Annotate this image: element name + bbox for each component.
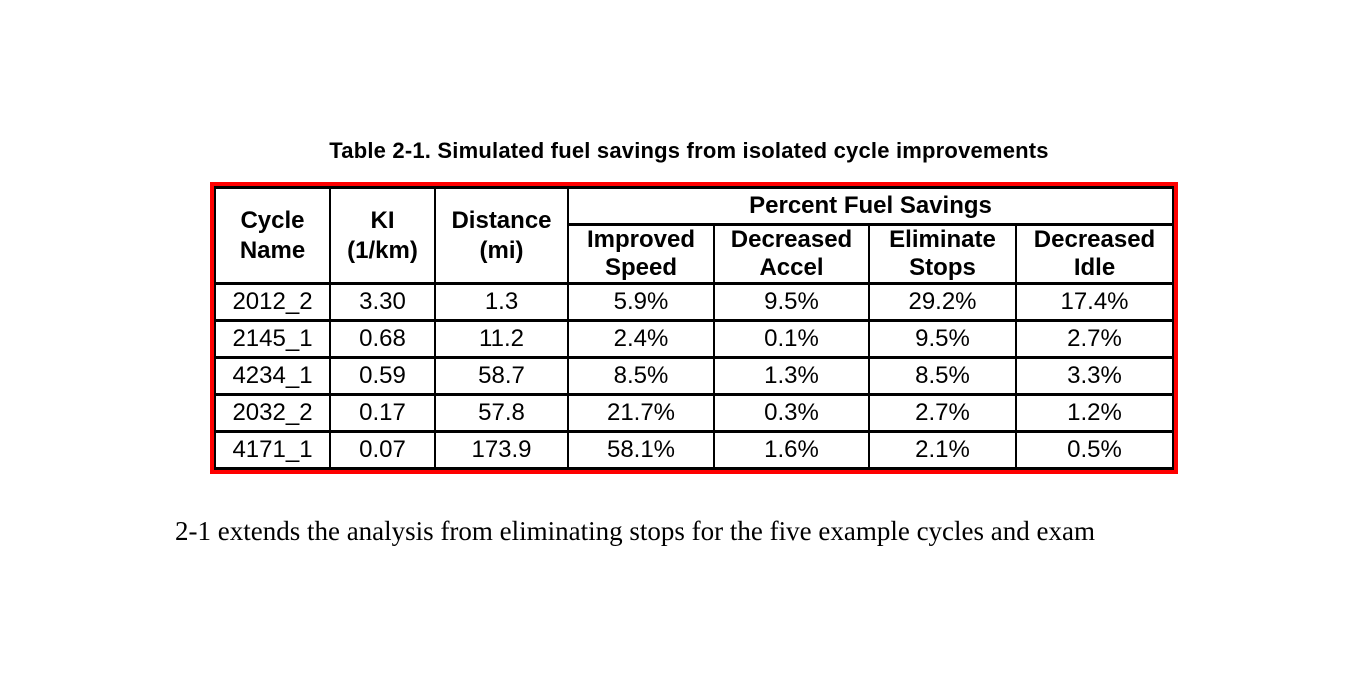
cell-eliminate-stops: 8.5%	[868, 356, 1017, 396]
table-row: 2012_2 3.30 1.3 5.9% 9.5% 29.2% 17.4%	[214, 282, 1175, 322]
table-caption: Table 2-1. Simulated fuel savings from i…	[329, 138, 1049, 163]
cell-cycle-name: 4171_1	[214, 430, 331, 470]
col-header-improved-speed: Improved Speed	[567, 223, 715, 285]
body-paragraph-text: 2-1 extends the analysis from eliminatin…	[175, 516, 1095, 546]
col-header-cycle-name: Cycle Name	[214, 186, 331, 285]
cell-distance: 1.3	[434, 282, 569, 322]
table-row: 2032_2 0.17 57.8 21.7% 0.3% 2.7% 1.2%	[214, 393, 1175, 433]
cell-eliminate-stops: 9.5%	[868, 319, 1017, 359]
col-header-decreased-idle: Decreased Idle	[1014, 223, 1175, 285]
cell-decreased-accel: 1.3%	[713, 356, 870, 396]
table-row: 4171_1 0.07 173.9 58.1% 1.6% 2.1% 0.5%	[214, 430, 1175, 470]
cell-improved-speed: 21.7%	[567, 393, 715, 433]
header-row-sub: Improved Speed Decreased Accel Eliminate…	[215, 223, 1175, 285]
cell-decreased-idle: 3.3%	[1014, 356, 1175, 396]
table-row: 4234_1 0.59 58.7 8.5% 1.3% 8.5% 3.3%	[214, 356, 1175, 396]
cell-decreased-idle: 2.7%	[1014, 319, 1175, 359]
col-header-distance: Distance (mi)	[434, 186, 569, 285]
cell-cycle-name: 2012_2	[214, 282, 331, 322]
cell-ki: 0.68	[329, 319, 436, 359]
cell-cycle-name: 4234_1	[214, 356, 331, 396]
col-header-eliminate-stops: Eliminate Stops	[868, 223, 1017, 285]
cell-ki: 3.30	[329, 282, 436, 322]
cell-eliminate-stops: 2.1%	[868, 430, 1017, 470]
col-header-ki: KI (1/km)	[329, 186, 436, 285]
cell-improved-speed: 8.5%	[567, 356, 715, 396]
cell-decreased-accel: 0.3%	[713, 393, 870, 433]
cell-distance: 57.8	[434, 393, 569, 433]
cell-decreased-idle: 0.5%	[1014, 430, 1175, 470]
cell-cycle-name: 2145_1	[214, 319, 331, 359]
cell-improved-speed: 5.9%	[567, 282, 715, 322]
fuel-savings-table: Cycle Name KI (1/km) Distance (mi) Perce…	[210, 182, 1179, 474]
cell-distance: 11.2	[434, 319, 569, 359]
cell-ki: 0.07	[329, 430, 436, 470]
cell-improved-speed: 58.1%	[567, 430, 715, 470]
cell-ki: 0.17	[329, 393, 436, 433]
table-row: 2145_1 0.68 11.2 2.4% 0.1% 9.5% 2.7%	[214, 319, 1175, 359]
header-row-group: Cycle Name KI (1/km) Distance (mi) Perce…	[214, 186, 1175, 285]
cell-eliminate-stops: 2.7%	[868, 393, 1017, 433]
cell-decreased-idle: 17.4%	[1014, 282, 1175, 322]
cell-ki: 0.59	[329, 356, 436, 396]
cell-cycle-name: 2032_2	[214, 393, 331, 433]
cell-improved-speed: 2.4%	[567, 319, 715, 359]
col-group-header-percent-fuel-savings: Percent Fuel Savings	[566, 186, 1175, 226]
col-header-decreased-accel: Decreased Accel	[713, 223, 870, 285]
cell-decreased-accel: 9.5%	[713, 282, 870, 322]
cell-distance: 173.9	[434, 430, 569, 470]
cell-eliminate-stops: 29.2%	[868, 282, 1017, 322]
cell-decreased-accel: 0.1%	[713, 319, 870, 359]
cell-decreased-accel: 1.6%	[713, 430, 870, 470]
fuel-savings-table-grid: Cycle Name KI (1/km) Distance (mi) Perce…	[214, 186, 1175, 470]
cell-distance: 58.7	[434, 356, 569, 396]
cell-decreased-idle: 1.2%	[1014, 393, 1175, 433]
